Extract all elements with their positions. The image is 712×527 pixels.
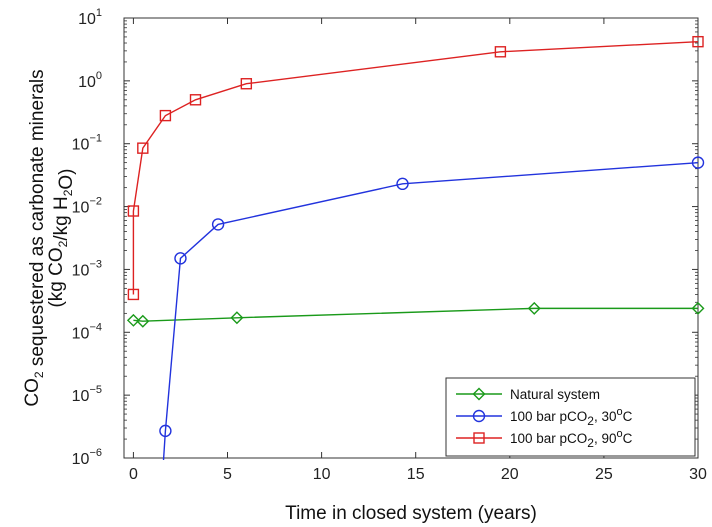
y-axis-title-line2: (kg CO2/kg H2O) [46, 168, 77, 307]
y-tick-label: 10−3 [72, 258, 102, 279]
legend-label: 100 bar pCO2, 90oC [510, 428, 633, 450]
x-tick-label: 5 [223, 466, 232, 483]
x-axis-title: Time in closed system (years) [285, 503, 537, 524]
data-point [174, 252, 187, 265]
x-tick-label: 15 [407, 466, 425, 483]
legend-label: 100 bar pCO2, 30oC [510, 406, 633, 428]
series-layer [126, 35, 705, 461]
y-tick-label: 10−6 [72, 447, 102, 468]
data-point [136, 314, 150, 328]
legend-box [445, 377, 696, 457]
y-tick-label: 10−4 [72, 321, 102, 342]
data-point [127, 205, 140, 217]
data-point [137, 142, 149, 154]
data-point [692, 35, 704, 48]
series-line [132, 40, 699, 295]
legend-item: 100 bar pCO2, 90oC [456, 428, 633, 450]
x-tick-label: 0 [129, 466, 138, 483]
data-point [396, 177, 409, 191]
y-axis-title-line1: CO2 sequestered as carbonate minerals [22, 69, 48, 406]
data-point [159, 424, 172, 438]
y-tick-label: 10−1 [72, 133, 102, 154]
data-point [472, 387, 486, 401]
data-point [494, 46, 507, 58]
data-point [211, 218, 225, 231]
data-point [527, 301, 541, 315]
x-tick-label: 10 [313, 466, 331, 483]
data-point [472, 409, 486, 423]
legend-item: 100 bar pCO2, 30oC [456, 406, 633, 428]
data-point [240, 78, 253, 90]
legend-label: Natural system [510, 387, 600, 402]
series-line [133, 307, 698, 322]
series-square [127, 35, 704, 301]
data-point [473, 432, 485, 444]
data-point [189, 94, 202, 106]
series-diamond [126, 301, 705, 328]
y-tick-label: 100 [78, 70, 102, 91]
axis-ticks: 0 5 10 15 20 25 30 10−6 10−5 10−4 10−3 10−2 10−1 100 1… [72, 7, 707, 483]
data-point [230, 311, 244, 325]
data-point [126, 313, 140, 327]
y-tick-label: 101 [78, 7, 102, 28]
legend-item: Natural system [456, 387, 600, 402]
data-point [691, 156, 705, 169]
x-tick-label: 20 [501, 466, 519, 483]
y-tick-label: 10−5 [72, 384, 102, 405]
y-tick-label: 10−2 [72, 196, 102, 217]
data-point [159, 109, 172, 122]
data-point [127, 288, 140, 301]
x-tick-label: 30 [689, 466, 707, 483]
series-circle [159, 156, 705, 461]
x-tick-label: 25 [595, 466, 613, 483]
data-point [691, 301, 705, 315]
